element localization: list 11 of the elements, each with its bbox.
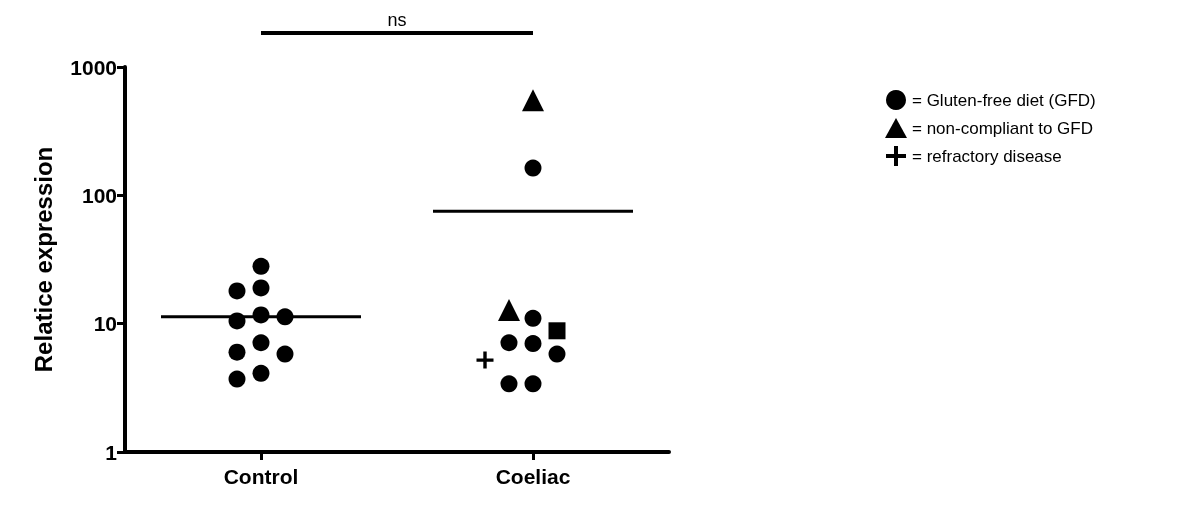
y-axis-title: Relatice expression	[29, 146, 57, 373]
significance-bracket: ns	[261, 10, 533, 35]
y-tick-label: 1	[105, 440, 118, 464]
y-tick-label: 1000	[70, 55, 117, 79]
y-tick-label: 100	[81, 183, 117, 207]
legend-label: = Gluten-free diet (GFD)	[912, 90, 1096, 110]
x-tick-label: Control	[223, 465, 299, 488]
x-tick-label: Coeliac	[495, 465, 571, 488]
legend-label: = refractory disease	[912, 146, 1062, 166]
legend-label: = non-compliant to GFD	[912, 118, 1093, 138]
y-tick-label: 10	[93, 312, 117, 336]
